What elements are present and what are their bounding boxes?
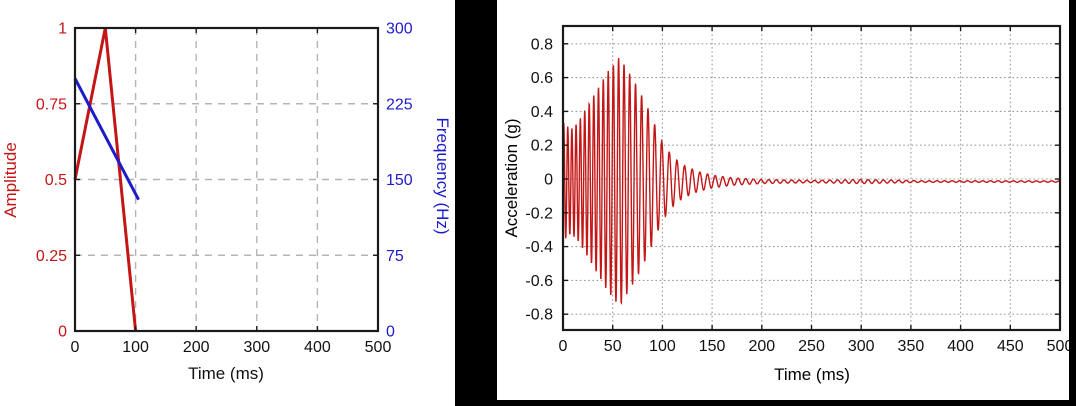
x-tick-label: 350 [898,338,925,355]
bottom-black-strip [455,400,1076,406]
amplitude-tick-label: 1 [58,21,67,38]
amplitude-tick-label: 0.5 [45,172,67,189]
right-chart-gridlines [563,26,1060,330]
frequency-tick-label: 225 [386,96,413,113]
x-tick-label: 200 [183,339,210,356]
frequency-line [73,77,140,201]
acceleration-tick-label: 0.6 [531,70,553,87]
x-tick-label: 400 [304,339,331,356]
frequency-tick-label: 300 [386,21,413,38]
right-chart-axes [561,24,1062,332]
amplitude-tick-label: 0.75 [36,96,67,113]
x-tick-label: 500 [1047,338,1074,355]
x-tick-label: 0 [559,338,568,355]
amplitude-tick-label: 0.25 [36,248,67,265]
acceleration-tick-label: -0.6 [525,273,553,290]
right-chart-series [562,58,1061,305]
x-tick-label: 50 [604,338,622,355]
left-chart-frequency-axis-title: Frequency (Hz) [433,117,452,234]
acceleration-tick-label: -0.2 [525,205,553,222]
frequency-tick-label: 0 [386,324,395,341]
left-chart-tick-labels: 0 100 200 300 400 50000.250.50.75107515022530… [36,21,413,357]
divider-black-bar [455,0,497,406]
acceleration-tick-label: 0 [544,172,553,189]
right-edge-black-strip [1069,0,1076,406]
x-tick-label: 250 [798,338,825,355]
right-chart-tick-labels: 0 50 100 150 200 250 300 350 400 450 500 -0.8 -0.6 -0… [525,36,1073,355]
x-tick-label: 300 [848,338,875,355]
x-tick-label: 500 [365,339,392,356]
input-pulse-chart: 0 100 200 300 400 50000.250.50.75107515022530… [1,21,452,384]
x-tick-label: 100 [122,339,149,356]
left-chart-gridlines [75,28,378,331]
acceleration-tick-label: 0.2 [531,138,553,155]
right-chart-x-axis-title: Time (ms) [774,365,850,384]
x-tick-label: 150 [699,338,726,355]
acceleration-waveform [562,58,1061,305]
left-chart-amplitude-axis-title: Amplitude [1,142,20,218]
acceleration-tick-label: 0.8 [531,36,553,53]
frequency-tick-label: 150 [386,172,413,189]
x-tick-label: 200 [748,338,775,355]
frequency-tick-label: 75 [386,248,404,265]
acceleration-tick-label: 0.4 [531,104,553,121]
acceleration-chart: 0 50 100 150 200 250 300 350 400 450 500 -0.8 -0.6 -0… [502,24,1073,384]
right-chart-y-axis-title: Acceleration (g) [502,118,521,237]
amplitude-tick-label: 0 [58,324,67,341]
left-chart-axes [73,26,380,333]
x-tick-label: 100 [649,338,676,355]
acceleration-tick-label: -0.4 [525,239,553,256]
left-chart-x-axis-title: Time (ms) [188,364,264,383]
x-tick-label: 0 [71,339,80,356]
acceleration-tick-label: -0.8 [525,307,553,324]
x-tick-label: 400 [947,338,974,355]
x-tick-label: 450 [997,338,1024,355]
x-tick-label: 300 [243,339,270,356]
